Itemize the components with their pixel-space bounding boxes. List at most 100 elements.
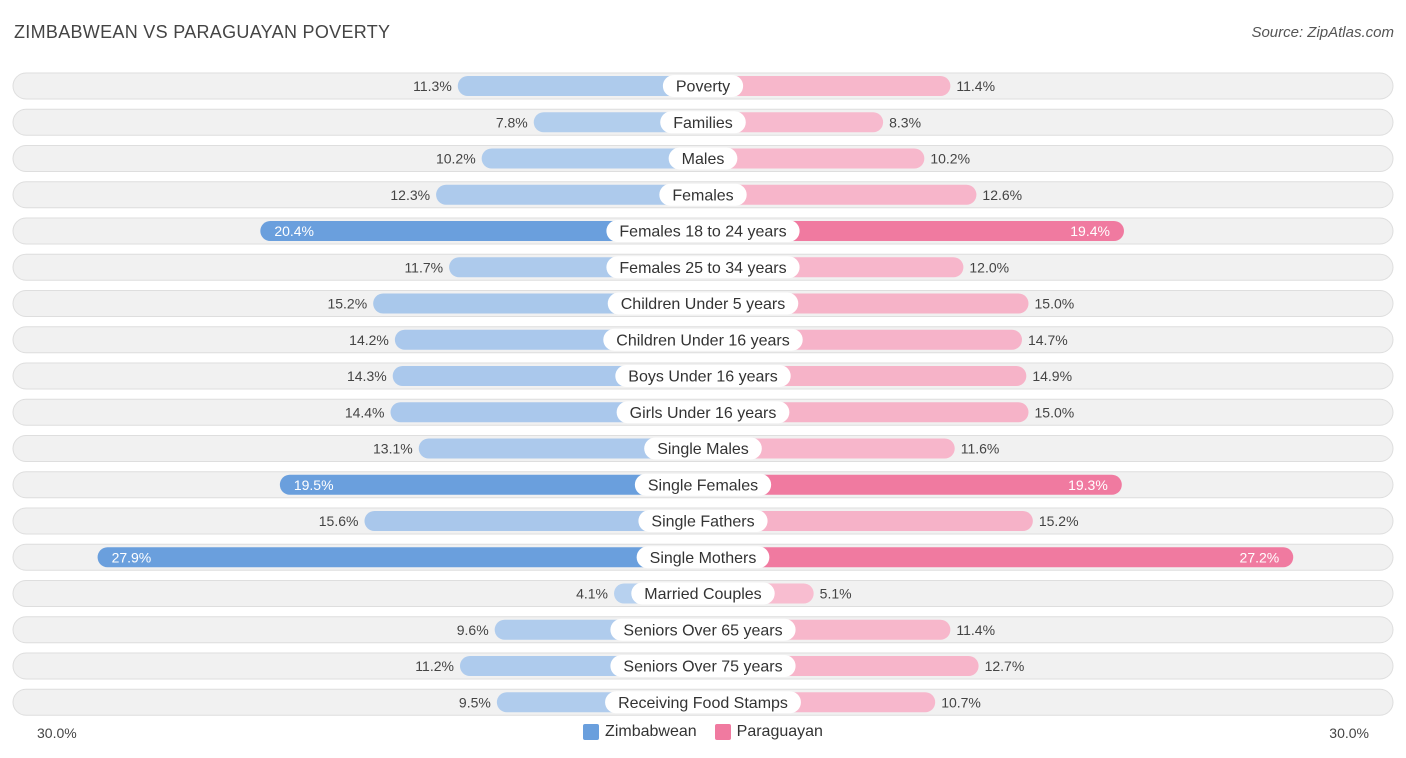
category-label-background bbox=[610, 618, 796, 641]
value-label-paraguayan: 14.9% bbox=[1032, 368, 1072, 384]
legend: Zimbabwean Paraguayan bbox=[0, 723, 1406, 741]
bar-zimbabwean bbox=[260, 221, 703, 241]
category-label: Seniors Over 75 years bbox=[623, 659, 782, 676]
row-single-mothers: Single Mothers 27.9% 27.2% bbox=[12, 543, 1394, 571]
category-label-background bbox=[616, 401, 790, 424]
bar-zimbabwean bbox=[364, 511, 703, 531]
category-label: Children Under 16 years bbox=[616, 332, 789, 349]
chart-title: ZIMBABWEAN VS PARAGUAYAN POVERTY bbox=[14, 22, 391, 42]
value-label-zimbabwean: 20.4% bbox=[274, 223, 314, 239]
row-girls-under-16-years: Girls Under 16 years 14.4% 15.0% bbox=[12, 398, 1394, 426]
row-receiving-food-stamps: Receiving Food Stamps 9.5% 10.7% bbox=[12, 688, 1394, 716]
category-label-background bbox=[644, 437, 762, 460]
value-label-zimbabwean: 10.2% bbox=[436, 151, 476, 167]
value-label-zimbabwean: 15.2% bbox=[327, 296, 367, 312]
category-label: Girls Under 16 years bbox=[630, 405, 777, 422]
legend-item-zimbabwean: Zimbabwean bbox=[583, 723, 697, 741]
row-children-under-5-years: Children Under 5 years 15.2% 15.0% bbox=[12, 290, 1394, 317]
legend-item-paraguayan: Paraguayan bbox=[714, 723, 823, 741]
row-males: Males 10.2% 10.2% bbox=[12, 145, 1394, 172]
value-label-paraguayan: 15.0% bbox=[1035, 296, 1075, 312]
category-label: Single Fathers bbox=[651, 514, 754, 531]
category-label-background bbox=[660, 111, 746, 134]
bar-paraguayan bbox=[703, 112, 884, 133]
value-label-paraguayan: 15.2% bbox=[1039, 513, 1079, 529]
value-label-paraguayan: 12.7% bbox=[985, 658, 1025, 674]
bar-zimbabwean bbox=[418, 438, 703, 459]
category-label-background bbox=[631, 582, 775, 605]
legend-label-paraguayan: Paraguayan bbox=[736, 723, 823, 740]
category-label: Single Males bbox=[657, 441, 749, 458]
bar-paraguayan bbox=[703, 547, 1294, 568]
value-label-zimbabwean: 9.5% bbox=[459, 694, 491, 710]
category-label-background bbox=[662, 75, 744, 97]
category-label-background bbox=[605, 691, 801, 714]
value-label-zimbabwean: 14.4% bbox=[345, 404, 385, 420]
bar-paraguayan bbox=[703, 438, 955, 459]
category-label-background bbox=[638, 510, 768, 532]
bar-paraguayan bbox=[703, 148, 925, 169]
bar-zimbabwean bbox=[279, 474, 703, 495]
category-label-background bbox=[603, 328, 803, 351]
value-label-paraguayan: 8.3% bbox=[889, 114, 921, 130]
value-label-zimbabwean: 7.8% bbox=[496, 114, 528, 130]
row-poverty: Poverty 11.3% 11.4% bbox=[12, 72, 1394, 100]
row-boys-under-16-years: Boys Under 16 years 14.3% 14.9% bbox=[12, 362, 1394, 390]
category-label: Females bbox=[672, 187, 733, 204]
row-females: Females 12.3% 12.6% bbox=[12, 181, 1394, 209]
category-label: Children Under 5 years bbox=[621, 296, 786, 313]
value-label-zimbabwean: 14.2% bbox=[349, 332, 389, 348]
category-label-background bbox=[615, 365, 791, 387]
bar-paraguayan bbox=[703, 474, 1122, 495]
category-label-background bbox=[606, 220, 800, 242]
category-label: Married Couples bbox=[644, 586, 761, 603]
value-label-paraguayan: 12.6% bbox=[982, 187, 1022, 203]
value-label-paraguayan: 11.4% bbox=[956, 78, 995, 94]
value-label-paraguayan: 14.7% bbox=[1028, 332, 1068, 348]
category-label-background bbox=[634, 473, 772, 496]
value-label-paraguayan: 5.1% bbox=[820, 586, 852, 602]
row-single-females: Single Females 19.5% 19.3% bbox=[12, 471, 1394, 499]
value-label-paraguayan: 19.3% bbox=[1068, 477, 1108, 493]
value-label-paraguayan: 19.4% bbox=[1070, 223, 1110, 239]
value-label-zimbabwean: 11.7% bbox=[404, 259, 443, 275]
value-label-paraguayan: 10.7% bbox=[941, 694, 981, 710]
chart-source: Source: ZipAtlas.com bbox=[1251, 24, 1394, 41]
category-label: Families bbox=[673, 115, 733, 132]
row-single-fathers: Single Fathers 15.6% 15.2% bbox=[12, 507, 1394, 535]
category-label: Poverty bbox=[676, 79, 730, 96]
category-label: Males bbox=[682, 151, 725, 168]
category-label: Single Females bbox=[648, 477, 758, 494]
category-label: Females 18 to 24 years bbox=[619, 224, 786, 241]
value-label-paraguayan: 11.6% bbox=[961, 441, 1000, 457]
bar-paraguayan bbox=[703, 511, 1033, 531]
category-label: Seniors Over 65 years bbox=[623, 622, 782, 639]
category-label-background bbox=[636, 546, 770, 569]
row-seniors-over-65-years: Seniors Over 65 years 9.6% 11.4% bbox=[12, 616, 1394, 644]
category-label-background bbox=[659, 183, 747, 206]
value-label-zimbabwean: 4.1% bbox=[576, 586, 608, 602]
value-label-zimbabwean: 9.6% bbox=[457, 622, 489, 638]
category-label-background bbox=[610, 655, 796, 677]
value-label-zimbabwean: 27.9% bbox=[112, 549, 152, 565]
bar-zimbabwean bbox=[533, 112, 703, 133]
bar-paraguayan bbox=[703, 76, 951, 96]
value-label-paraguayan: 15.0% bbox=[1035, 404, 1075, 420]
value-label-zimbabwean: 19.5% bbox=[294, 477, 334, 493]
category-label: Single Mothers bbox=[650, 550, 757, 567]
row-children-under-16-years: Children Under 16 years 14.2% 14.7% bbox=[12, 326, 1394, 354]
category-label: Receiving Food Stamps bbox=[618, 695, 788, 712]
bar-paraguayan bbox=[703, 184, 977, 205]
bar-zimbabwean bbox=[436, 184, 703, 205]
value-label-paraguayan: 27.2% bbox=[1240, 549, 1280, 565]
row-married-couples: Married Couples 4.1% 5.1% bbox=[12, 580, 1394, 607]
row-single-males: Single Males 13.1% 11.6% bbox=[12, 435, 1394, 462]
category-label-background bbox=[668, 147, 738, 170]
legend-label-zimbabwean: Zimbabwean bbox=[605, 723, 697, 740]
value-label-zimbabwean: 13.1% bbox=[373, 441, 413, 457]
row-females-25-to-34-years: Females 25 to 34 years 11.7% 12.0% bbox=[12, 253, 1394, 281]
category-label-background bbox=[607, 292, 799, 315]
row-families: Families 7.8% 8.3% bbox=[12, 108, 1394, 136]
bar-paraguayan bbox=[703, 221, 1124, 241]
axis-min-label: 30.0% bbox=[37, 725, 77, 741]
